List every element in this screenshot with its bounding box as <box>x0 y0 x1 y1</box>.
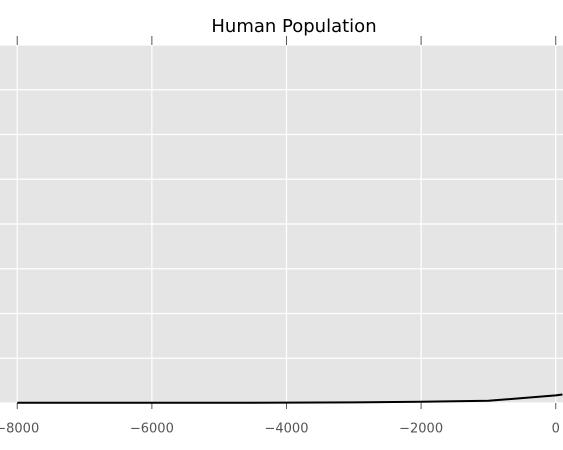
x-tick-label: −4000 <box>264 422 308 437</box>
x-tick-label: −2000 <box>399 422 443 437</box>
chart-title: Human Population <box>211 16 376 37</box>
x-tick-label: −8000 <box>0 422 39 437</box>
x-tick-label: −6000 <box>130 422 174 437</box>
data-line <box>17 393 563 404</box>
x-tick-label: 0 <box>552 422 560 437</box>
